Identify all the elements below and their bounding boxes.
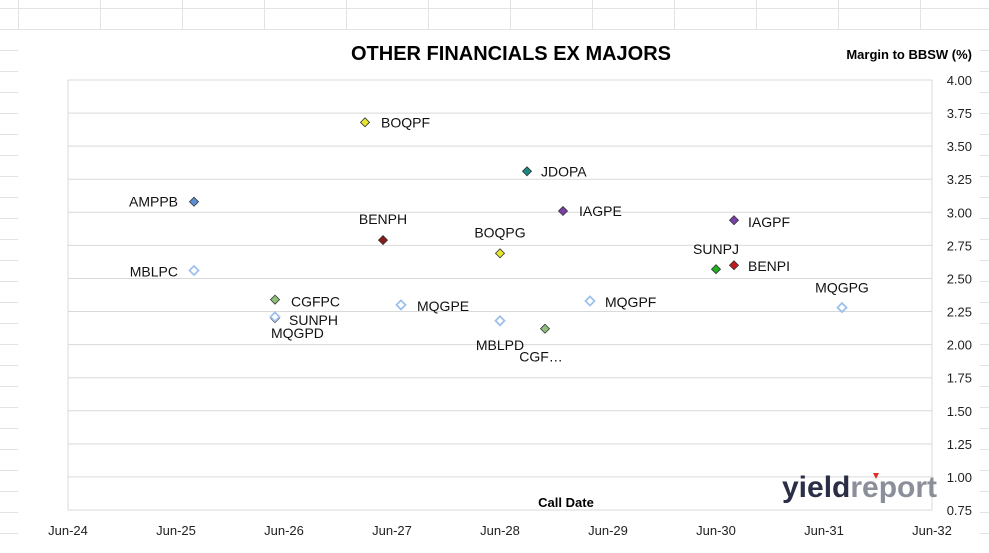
data-point-iagpe [557, 205, 569, 217]
x-tick-label: Jun-30 [696, 523, 736, 538]
data-point-benpi [728, 260, 740, 271]
data-point-jdopa [521, 166, 533, 177]
y-tick-label: 3.75 [947, 106, 972, 121]
data-point-amppb [188, 196, 200, 207]
data-label: SUNPJ [693, 241, 739, 257]
data-point-cgfpc [269, 294, 281, 305]
y-tick-label: 3.00 [947, 205, 972, 220]
x-tick-label: Jun-32 [912, 523, 952, 538]
y-tick-label: 2.25 [947, 305, 972, 320]
data-point-mqgpf [584, 295, 596, 307]
logo-marker-icon [873, 473, 879, 479]
logo-text-report: report [850, 471, 937, 504]
y-tick-label: 1.00 [947, 470, 972, 485]
data-point-mqgpg [836, 301, 848, 314]
x-tick-label: Jun-29 [588, 523, 628, 538]
x-axis-title: Call Date [538, 495, 594, 510]
y-tick-label: 3.25 [947, 172, 972, 187]
data-label: BENPI [748, 258, 790, 274]
data-point-mqgpe [395, 299, 407, 311]
data-label: MBLPC [130, 264, 178, 280]
data-label: MBLPD [476, 337, 524, 353]
data-label: BOQPF [381, 114, 430, 130]
yieldreport-logo: yieldreport [782, 471, 937, 504]
chart-area [18, 30, 980, 553]
x-tick-label: Jun-26 [264, 523, 304, 538]
chart-title: OTHER FINANCIALS EX MAJORS [351, 43, 671, 65]
y-tick-label: 2.50 [947, 271, 972, 286]
y-tick-label: 1.50 [947, 404, 972, 419]
y-tick-label: 1.25 [947, 437, 972, 452]
x-tick-label: Jun-24 [48, 523, 88, 538]
x-tick-label: Jun-27 [372, 523, 412, 538]
y-axis-ticks: 4.00 3.75 3.50 3.25 3.00 2.75 2.50 2.25 2.00 1.75… [947, 73, 972, 518]
y-tick-label: 0.75 [947, 503, 972, 518]
data-label: JDOPA [541, 163, 587, 179]
data-label: MQGPE [417, 298, 469, 314]
svg-text:yieldreport: yieldreport [782, 471, 937, 504]
x-axis-ticks: Jun-24 Jun-25 Jun-26 Jun-27 Jun-28 Jun-29 Jun-… [48, 523, 952, 538]
data-point-boqpf [359, 117, 371, 128]
x-tick-label: Jun-28 [480, 523, 520, 538]
data-label: MQGPD [271, 325, 324, 341]
data-point-mblpd [494, 315, 506, 327]
data-label: MQGPF [605, 294, 656, 310]
data-point-boqpg [494, 248, 506, 259]
data-point-benph [377, 235, 389, 246]
data-label: CGF… [519, 349, 563, 365]
data-points: BOQPF JDOPA AMPPB IAGPE IAGPF BENPH BOQPG SUNPJ… [129, 114, 869, 364]
y-tick-label: 2.75 [947, 238, 972, 253]
data-point-mblpc [188, 264, 200, 277]
data-label: IAGPF [748, 214, 790, 230]
data-label: BOQPG [474, 224, 525, 240]
data-point-cgf [539, 323, 551, 334]
data-label: BENPH [359, 211, 407, 227]
x-tick-label: Jun-31 [804, 523, 844, 538]
data-label: CGFPC [291, 294, 340, 310]
data-point-mqgpd [269, 311, 281, 323]
data-point-sunpj [710, 264, 722, 275]
data-label: AMPPB [129, 194, 178, 210]
plot-area-border [67, 79, 933, 511]
y-tick-label: 2.00 [947, 338, 972, 353]
data-label: SUNPH [289, 312, 338, 328]
data-label: MQGPG [815, 280, 869, 296]
logo-text-yield: yield [782, 471, 850, 504]
data-point-iagpf [728, 215, 740, 226]
y-tick-label: 1.75 [947, 371, 972, 386]
y-axis-title: Margin to BBSW (%) [846, 47, 972, 62]
y-tick-label: 4.00 [947, 73, 972, 88]
y-tick-label: 3.50 [947, 139, 972, 154]
x-tick-label: Jun-25 [156, 523, 196, 538]
data-label: IAGPE [579, 203, 622, 219]
